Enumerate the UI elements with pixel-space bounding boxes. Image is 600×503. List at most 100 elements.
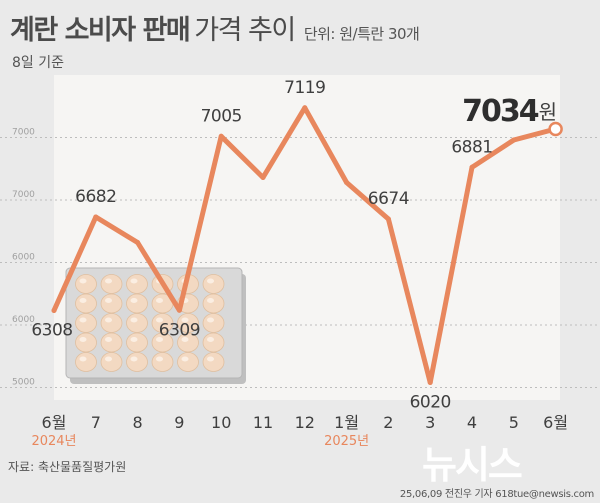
egg-highlight (156, 337, 163, 342)
title-light: 가격 추이 (194, 15, 296, 46)
egg-icon (100, 274, 123, 294)
egg-highlight (130, 298, 138, 303)
egg-highlight (79, 298, 87, 303)
data-label: 6674 (368, 189, 409, 209)
egg-highlight (130, 337, 138, 342)
x-tick-label: 5 (509, 413, 519, 432)
data-point (135, 240, 141, 245)
egg-highlight (130, 317, 138, 323)
y-tick-label: 6000 (12, 253, 35, 263)
x-tick-label: 8 (133, 413, 143, 432)
chart-title: 계란 소비자 판매 가격 추이 단위: 원/특란 30개 (10, 8, 420, 47)
source-label: 자료: 축산물품질평가원 (8, 460, 127, 474)
data-label: 6682 (75, 187, 116, 207)
x-tick-label: 10 (211, 413, 231, 432)
egg-highlight (79, 356, 87, 362)
watermark-logo: 뉴시스 (422, 443, 523, 487)
x-tick-label: 7 (91, 413, 101, 432)
egg-icon (100, 313, 123, 333)
egg-highlight (130, 356, 138, 362)
egg-highlight (105, 278, 112, 284)
egg-highlight (130, 278, 138, 284)
egg-icon (75, 274, 97, 294)
egg-icon (126, 274, 148, 294)
last-value-label: 7034 (462, 94, 539, 129)
egg-highlight (181, 337, 189, 342)
egg-icon (100, 352, 123, 372)
egg-icon (202, 352, 225, 372)
data-point (176, 307, 182, 313)
data-point (511, 137, 517, 143)
year-label: 2025년 (324, 434, 369, 449)
data-label: 7119 (284, 78, 325, 98)
last-value-unit: 원 (539, 100, 557, 124)
data-label: 6309 (159, 320, 200, 340)
data-point (469, 164, 475, 170)
x-tick-label: 9 (174, 413, 184, 432)
data-label: 6308 (31, 321, 72, 341)
egg-highlight (181, 356, 189, 362)
data-point (51, 308, 57, 313)
egg-highlight (156, 356, 163, 362)
x-tick-label: 3 (425, 413, 435, 432)
egg-highlight (156, 317, 163, 323)
credit-label: 25,06,09 전진우 기자 618tue@newsis.com (399, 489, 594, 500)
egg-highlight (207, 356, 214, 362)
egg-icon (126, 313, 148, 333)
data-point (427, 380, 433, 385)
egg-highlight (79, 337, 87, 342)
unit-label: 단위: 원/특란 30개 (303, 25, 420, 43)
egg-icon (100, 332, 123, 353)
data-label: 7005 (201, 106, 242, 126)
egg-highlight (181, 317, 189, 323)
data-point (260, 175, 266, 180)
egg-highlight (79, 278, 87, 284)
egg-highlight (105, 337, 112, 342)
egg-icon (126, 352, 148, 372)
egg-highlight (105, 298, 112, 303)
egg-icon (126, 293, 148, 314)
basis-label: 8일 기준 (12, 55, 64, 71)
data-point (302, 105, 308, 111)
x-tick-label: 2 (383, 413, 393, 432)
egg-icon (75, 352, 97, 372)
data-point (93, 214, 99, 220)
x-tick-label: 4 (467, 413, 477, 432)
y-tick-label: 7000 (12, 190, 35, 200)
y-tick-label: 7000 (12, 128, 35, 138)
egg-icon (100, 293, 123, 314)
x-tick-label: 6월 (543, 413, 568, 432)
egg-icon (75, 293, 97, 314)
x-tick-label: 1월 (334, 413, 359, 432)
y-tick-label: 5000 (12, 378, 35, 388)
egg-highlight (207, 298, 214, 303)
egg-icon (177, 352, 199, 372)
data-point (385, 216, 391, 222)
title-bold: 계란 소비자 판매 (10, 15, 191, 46)
egg-icon (75, 332, 97, 353)
egg-icon (202, 274, 225, 294)
egg-icon (202, 332, 225, 353)
data-label: 6020 (410, 393, 451, 413)
egg-icon (151, 352, 174, 372)
x-tick-label: 11 (253, 413, 273, 432)
y-tick-label: 6000 (12, 315, 35, 325)
egg-icon (202, 293, 225, 314)
x-tick-label: 12 (295, 413, 315, 432)
data-point (344, 180, 350, 185)
last-point-marker (548, 121, 563, 137)
egg-highlight (156, 298, 163, 303)
data-point (218, 133, 224, 139)
x-tick-label: 6월 (42, 413, 67, 432)
egg-highlight (207, 278, 214, 284)
data-label: 6881 (451, 137, 492, 157)
egg-icon (75, 313, 97, 333)
egg-highlight (207, 337, 214, 342)
egg-icon (126, 332, 148, 353)
egg-highlight (105, 317, 112, 323)
egg-highlight (105, 356, 112, 362)
year-label: 2024년 (31, 434, 76, 449)
egg-highlight (79, 317, 87, 323)
egg-icon (202, 313, 225, 333)
